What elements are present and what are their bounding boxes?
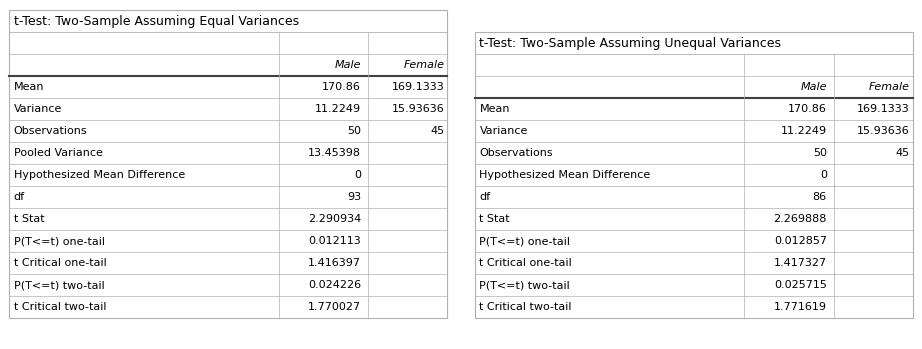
Text: 169.1333: 169.1333: [392, 82, 444, 92]
Text: 45: 45: [896, 148, 910, 158]
Text: t-Test: Two-Sample Assuming Equal Variances: t-Test: Two-Sample Assuming Equal Varian…: [14, 15, 299, 28]
Text: 15.93636: 15.93636: [392, 104, 444, 114]
Text: t Critical two-tail: t Critical two-tail: [479, 303, 572, 312]
Text: Hypothesized Mean Difference: Hypothesized Mean Difference: [14, 170, 185, 180]
Text: t Critical two-tail: t Critical two-tail: [14, 303, 106, 312]
Text: Observations: Observations: [479, 148, 553, 158]
Text: t Critical one-tail: t Critical one-tail: [14, 259, 107, 268]
Text: 0.025715: 0.025715: [774, 281, 827, 290]
Text: 2.269888: 2.269888: [774, 215, 827, 224]
Text: 1.417327: 1.417327: [774, 259, 827, 268]
Text: t Critical one-tail: t Critical one-tail: [479, 259, 573, 268]
Text: 0.012857: 0.012857: [774, 237, 827, 246]
Text: P(T<=t) two-tail: P(T<=t) two-tail: [14, 281, 104, 290]
Text: Hypothesized Mean Difference: Hypothesized Mean Difference: [479, 170, 651, 180]
Text: 1.771619: 1.771619: [774, 303, 827, 312]
Text: 169.1333: 169.1333: [857, 104, 910, 114]
Text: 86: 86: [812, 192, 827, 202]
Text: 0: 0: [820, 170, 827, 180]
Text: Female: Female: [404, 60, 444, 70]
Text: Variance: Variance: [479, 126, 527, 136]
Text: Pooled Variance: Pooled Variance: [14, 148, 102, 158]
Text: 2.290934: 2.290934: [308, 215, 361, 224]
Text: t-Test: Two-Sample Assuming Unequal Variances: t-Test: Two-Sample Assuming Unequal Vari…: [479, 37, 782, 50]
Text: 45: 45: [431, 126, 444, 136]
Text: 0: 0: [354, 170, 361, 180]
Text: P(T<=t) one-tail: P(T<=t) one-tail: [479, 237, 571, 246]
Text: df: df: [479, 192, 491, 202]
Text: Male: Male: [800, 82, 827, 92]
Text: Mean: Mean: [479, 104, 510, 114]
Text: Variance: Variance: [14, 104, 62, 114]
Text: P(T<=t) one-tail: P(T<=t) one-tail: [14, 237, 105, 246]
Text: Observations: Observations: [14, 126, 88, 136]
Text: 11.2249: 11.2249: [315, 104, 361, 114]
Text: 170.86: 170.86: [323, 82, 361, 92]
Text: 0.012113: 0.012113: [308, 237, 361, 246]
Text: 50: 50: [348, 126, 361, 136]
Text: Male: Male: [335, 60, 361, 70]
Text: Mean: Mean: [14, 82, 44, 92]
Text: P(T<=t) two-tail: P(T<=t) two-tail: [479, 281, 570, 290]
Text: 15.93636: 15.93636: [857, 126, 910, 136]
Text: 11.2249: 11.2249: [781, 126, 827, 136]
Text: 93: 93: [347, 192, 361, 202]
Text: 50: 50: [813, 148, 827, 158]
Text: 0.024226: 0.024226: [308, 281, 361, 290]
Text: Female: Female: [869, 82, 910, 92]
Text: t Stat: t Stat: [14, 215, 44, 224]
Text: t Stat: t Stat: [479, 215, 510, 224]
Bar: [475, 32, 913, 319]
Text: 1.770027: 1.770027: [308, 303, 361, 312]
Bar: [9, 10, 447, 319]
Text: df: df: [14, 192, 25, 202]
Text: 13.45398: 13.45398: [308, 148, 361, 158]
Text: 1.416397: 1.416397: [308, 259, 361, 268]
Text: 170.86: 170.86: [788, 104, 827, 114]
